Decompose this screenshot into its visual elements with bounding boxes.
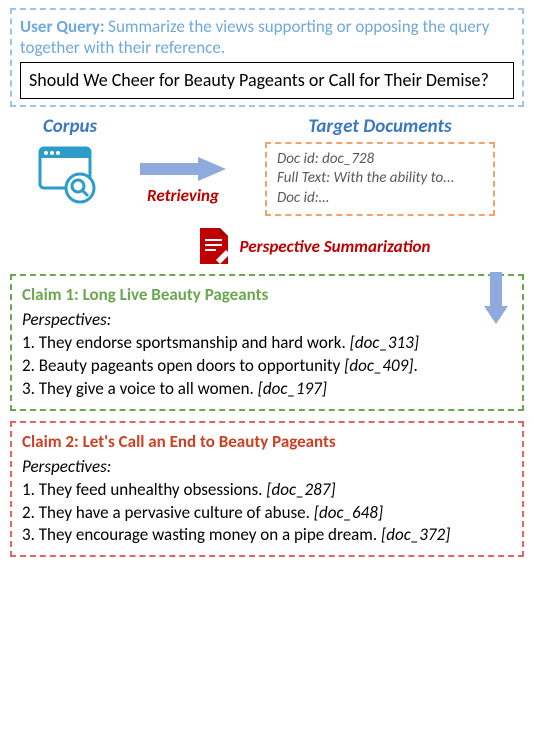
doc-ref: [doc_409] bbox=[344, 355, 413, 376]
user-query-label: User Query: bbox=[20, 16, 105, 37]
target-doc-line: Full Text: With the ability to... bbox=[277, 169, 483, 189]
down-arrow-wrap bbox=[482, 270, 510, 331]
claim2-perspectives-label: Perspectives: bbox=[22, 456, 512, 479]
doc-ref: [doc_287] bbox=[266, 479, 335, 500]
p-num: 3. bbox=[22, 378, 39, 399]
retrieve-arrow-block: Retrieving bbox=[138, 155, 228, 206]
claim1-title: Claim 1: Long Live Beauty Pageants bbox=[22, 284, 512, 307]
p-num: 2. bbox=[22, 502, 39, 523]
summarization-label: Perspective Summarization bbox=[240, 236, 431, 257]
target-docs-box: Doc id: doc_728 Full Text: With the abil… bbox=[265, 142, 495, 217]
claim1-p3: 3. They give a voice to all women. [doc_… bbox=[22, 378, 512, 401]
claim2-title: Claim 2: Let's Call an End to Beauty Pag… bbox=[22, 431, 512, 454]
summarization-row: Perspective Summarization bbox=[100, 224, 524, 268]
p-punct: . bbox=[413, 355, 417, 376]
target-doc-line: Doc id: doc_728 bbox=[277, 150, 483, 170]
target-doc-line: Doc id:… bbox=[277, 189, 483, 209]
claim2-p3: 3. They encourage wasting money on a pip… bbox=[22, 524, 512, 547]
doc-ref: [doc_372] bbox=[381, 524, 450, 545]
claim1-p1: 1. They endorse sportsmanship and hard w… bbox=[22, 332, 512, 355]
p-num: 1. bbox=[22, 479, 39, 500]
question-box: Should We Cheer for Beauty Pageants or C… bbox=[20, 62, 514, 99]
p-text: They give a voice to all women. bbox=[39, 378, 254, 399]
user-query-box: User Query: Summarize the views supporti… bbox=[10, 8, 524, 107]
corpus-label: Corpus bbox=[43, 115, 97, 138]
p-text: Beauty pageants open doors to opportunit… bbox=[39, 355, 341, 376]
arrow-right-icon bbox=[138, 155, 228, 183]
claim1-p2: 2. Beauty pageants open doors to opportu… bbox=[22, 355, 512, 378]
p-text: They encourage wasting money on a pipe d… bbox=[39, 524, 377, 545]
arrow-down-icon bbox=[482, 270, 510, 326]
corpus-block: Corpus bbox=[10, 115, 130, 206]
retrieving-label: Retrieving bbox=[147, 185, 219, 206]
p-num: 1. bbox=[22, 332, 39, 353]
document-edit-icon bbox=[194, 224, 234, 268]
claim2-p1: 1. They feed unhealthy obsessions. [doc_… bbox=[22, 479, 512, 502]
p-text: They endorse sportsmanship and hard work… bbox=[39, 332, 346, 353]
p-num: 3. bbox=[22, 524, 39, 545]
claim1-perspectives-label: Perspectives: bbox=[22, 309, 512, 332]
claim1-box: Claim 1: Long Live Beauty Pageants Persp… bbox=[10, 274, 524, 411]
doc-ref: [doc_648] bbox=[314, 502, 383, 523]
p-num: 2. bbox=[22, 355, 39, 376]
doc-ref: [doc_313] bbox=[350, 332, 419, 353]
p-text: They feed unhealthy obsessions. bbox=[39, 479, 263, 500]
pipeline-row: Corpus Retrieving Target Documents Doc i… bbox=[10, 115, 524, 217]
target-docs-label: Target Documents bbox=[308, 115, 451, 138]
p-text: They have a pervasive culture of abuse. bbox=[39, 502, 310, 523]
claim2-p2: 2. They have a pervasive culture of abus… bbox=[22, 502, 512, 525]
target-block: Target Documents Doc id: doc_728 Full Te… bbox=[236, 115, 524, 217]
doc-ref: [doc_197] bbox=[258, 378, 327, 399]
corpus-icon bbox=[34, 142, 106, 206]
user-query-line: User Query: Summarize the views supporti… bbox=[20, 16, 514, 58]
claim2-box: Claim 2: Let's Call an End to Beauty Pag… bbox=[10, 421, 524, 558]
